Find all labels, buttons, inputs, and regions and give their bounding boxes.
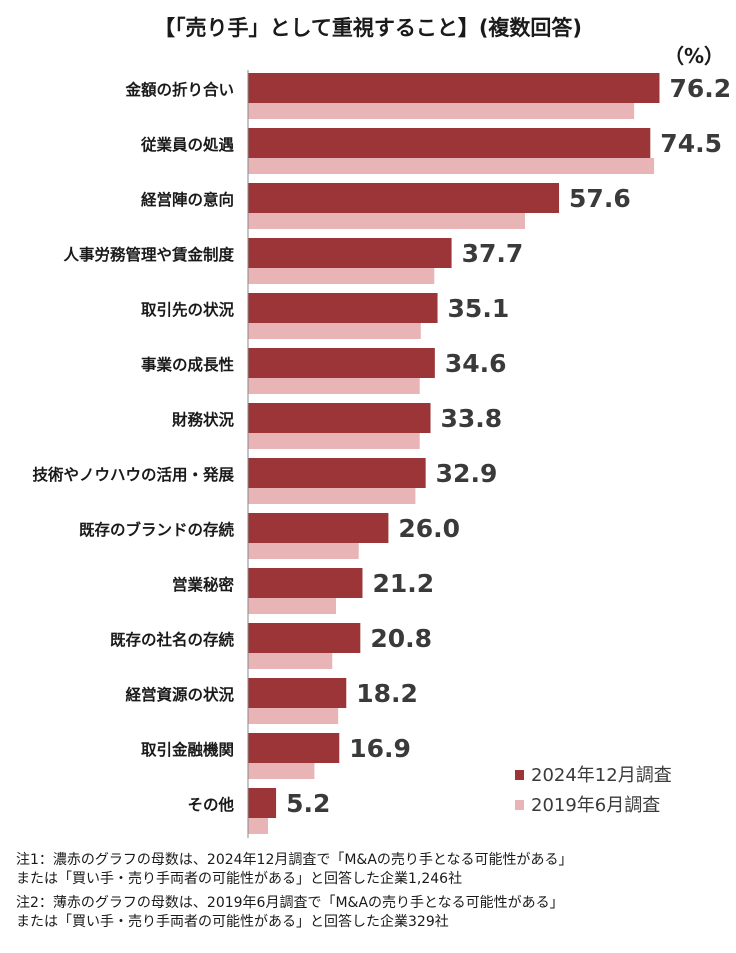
value-label: 26.0: [398, 514, 460, 543]
bar-2019: [248, 268, 435, 284]
bar-2019: [248, 378, 420, 394]
bar-2024: [248, 238, 452, 268]
bar-2024: [248, 623, 361, 653]
category-label: 取引先の状況: [141, 300, 235, 319]
bar-2024: [248, 348, 435, 378]
value-label: 76.2: [669, 74, 731, 103]
bar-2024: [248, 678, 347, 708]
bar-2019: [248, 103, 635, 119]
value-label: 57.6: [569, 184, 631, 213]
legend-item-2024-swatch: [515, 770, 524, 780]
bar-2024: [248, 73, 660, 103]
category-label: 経営陣の意向: [141, 190, 234, 209]
bar-2019: [248, 158, 655, 174]
category-label: 人事労務管理や賃金制度: [63, 245, 234, 264]
bar-2019: [248, 213, 526, 229]
value-label: 74.5: [660, 129, 722, 158]
category-label: 営業秘密: [172, 575, 235, 594]
category-label: 技術やノウハウの活用・発展: [32, 465, 234, 484]
value-label: 20.8: [370, 624, 432, 653]
category-label: 財務状況: [172, 410, 235, 429]
bar-2024: [248, 293, 438, 323]
value-label: 34.6: [445, 349, 507, 378]
bar-2024: [248, 513, 389, 543]
legend-item-2019: 2019年6月調査: [531, 795, 660, 816]
note-2-line-1: 注2：薄赤のグラフの母数は、2019年6月調査で「M&Aの売り手となる可能性があ…: [16, 895, 564, 911]
value-label: 37.7: [462, 239, 524, 268]
note-1-line-2: または「買い手・売り手両者の可能性がある」と回答した企業1,246社: [16, 871, 463, 887]
category-label: その他: [187, 795, 234, 814]
category-label: 事業の成長性: [141, 355, 235, 374]
bar-2019: [248, 708, 339, 724]
note-2: 注2：薄赤のグラフの母数は、2019年6月調査で「M&Aの売り手となる可能性があ…: [16, 894, 726, 932]
bar-2019: [248, 488, 416, 504]
bar-2024: [248, 733, 340, 763]
bar-2019: [248, 543, 359, 559]
category-label: 従業員の処遇: [140, 135, 235, 154]
bar-2019: [248, 763, 315, 779]
category-label: 金額の折り合い: [124, 80, 234, 99]
bar-2019: [248, 433, 420, 449]
value-label: 21.2: [372, 569, 434, 598]
bar-2024: [248, 458, 426, 488]
legend-item-2024: 2024年12月調査: [531, 765, 672, 786]
category-label: 既存の社名の存続: [110, 630, 235, 649]
chart-title: 【「売り手」として重視すること】(複数回答): [153, 16, 583, 40]
bar-2024: [248, 403, 431, 433]
note-1-line-1: 注1：濃赤のグラフの母数は、2024年12月調査で「M&Aの売り手となる可能性が…: [16, 852, 573, 868]
category-label: 経営資源の状況: [125, 685, 234, 704]
value-label: 5.2: [286, 789, 330, 818]
category-label: 取引金融機関: [141, 740, 234, 759]
value-label: 18.2: [356, 679, 418, 708]
value-label: 35.1: [448, 294, 510, 323]
unit-label: （%）: [663, 44, 724, 68]
bar-chart: 金額の折り合い従業員の処遇経営陣の意向人事労務管理や賃金制度取引先の状況事業の成…: [32, 70, 731, 838]
bar-2019: [248, 818, 268, 834]
value-label: 33.8: [441, 404, 503, 433]
note-2-line-2: または「買い手・売り手両者の可能性がある」と回答した企業329社: [16, 914, 449, 930]
bar-2024: [248, 183, 560, 213]
bar-2024: [248, 128, 651, 158]
bar-2019: [248, 598, 337, 614]
category-label: 既存のブランドの存続: [79, 520, 235, 539]
value-label: 32.9: [436, 459, 498, 488]
bar-2024: [248, 568, 363, 598]
value-label: 16.9: [349, 734, 411, 763]
note-1: 注1：濃赤のグラフの母数は、2024年12月調査で「M&Aの売り手となる可能性が…: [16, 851, 726, 889]
bar-2019: [248, 323, 421, 339]
bar-2024: [248, 788, 277, 818]
notes: 注1：濃赤のグラフの母数は、2024年12月調査で「M&Aの売り手となる可能性が…: [16, 851, 726, 937]
bar-2019: [248, 653, 333, 669]
legend-item-2019-swatch: [515, 800, 524, 810]
